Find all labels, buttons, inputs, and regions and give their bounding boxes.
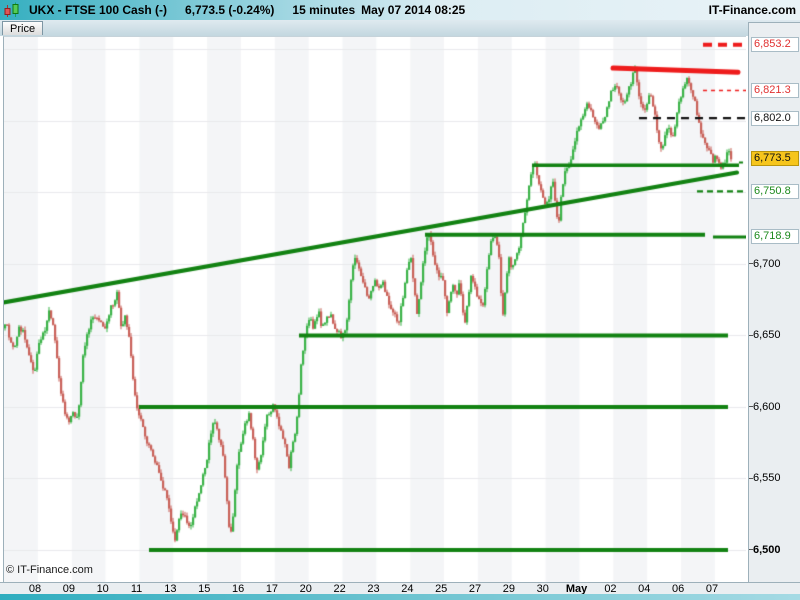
price-axis-tick [749,477,753,479]
price-level-label: 6,718.9 [751,229,799,245]
time-axis-label: 29 [502,583,516,595]
title-bar: UKX - FTSE 100 Cash (-) 6,773.5 (-0.24%)… [0,0,800,20]
price-axis-label: 6,500 [753,543,781,556]
time-axis-label: May [565,583,588,595]
time-axis-label: 27 [468,583,482,595]
time-axis-label: 02 [604,583,617,595]
time-axis-label: 10 [96,583,109,595]
price-axis-label: 6,700 [753,257,781,270]
price-level-label: 6,853.2 [751,37,799,53]
current-price-label: 6,773.5 [751,151,799,167]
instrument-title: UKX - FTSE 100 Cash (-) [29,3,168,17]
time-axis-label: 15 [198,583,211,595]
time-axis-label: 07 [705,583,719,595]
watermark: © IT-Finance.com [6,564,93,576]
time-axis-label: 11 [130,583,143,595]
time-axis-label: 23 [367,583,380,595]
tab-strip: Price [0,20,800,36]
bottom-bar [0,594,800,600]
time-axis-label: 16 [231,583,245,595]
time-axis-label: 09 [62,583,75,595]
price-level-label: 6,802.0 [751,110,799,126]
price-level-label: 6,821.3 [751,82,799,98]
price-axis-tick [749,263,753,265]
time-axis-label: 17 [265,583,279,595]
price-axis-tick [749,549,753,551]
time-axis-label: 08 [28,583,42,595]
price-level-label: 6,750.8 [751,183,799,199]
price-chart-canvas[interactable] [3,36,746,583]
price-axis-tick [749,406,753,408]
time-axis[interactable]: 08 09 10 11 13 15 16 17 20 22 23 24 25 27 29 30 May 02 04 0… [0,582,800,595]
last-price: 6,773.5 (-0.24%) [185,3,275,17]
time-axis-label: 30 [536,583,549,595]
price-axis[interactable]: 6,700 6,650 6,600 6,550 6,500 6,853.2 6,821.3 6… [748,22,800,583]
tab-price[interactable]: Price [2,21,44,35]
time-axis-label: 04 [638,583,651,595]
price-axis-label: 6,650 [753,329,781,342]
time-axis-label: 25 [435,583,448,595]
time-axis-label: 24 [401,583,414,595]
price-axis-label: 6,550 [753,472,781,485]
time-axis-label: 20 [299,583,312,595]
time-axis-label: 13 [164,583,177,595]
candlestick-icon [3,2,23,18]
time-axis-label: 22 [333,583,346,595]
price-axis-label: 6,600 [753,400,781,413]
chart-datetime: May 07 2014 08:25 [361,3,466,17]
brand-logo: IT-Finance.com [708,3,796,17]
price-axis-tick [749,334,753,336]
time-axis-label: 06 [672,583,685,595]
chart-interval: 15 minutes [292,3,356,17]
